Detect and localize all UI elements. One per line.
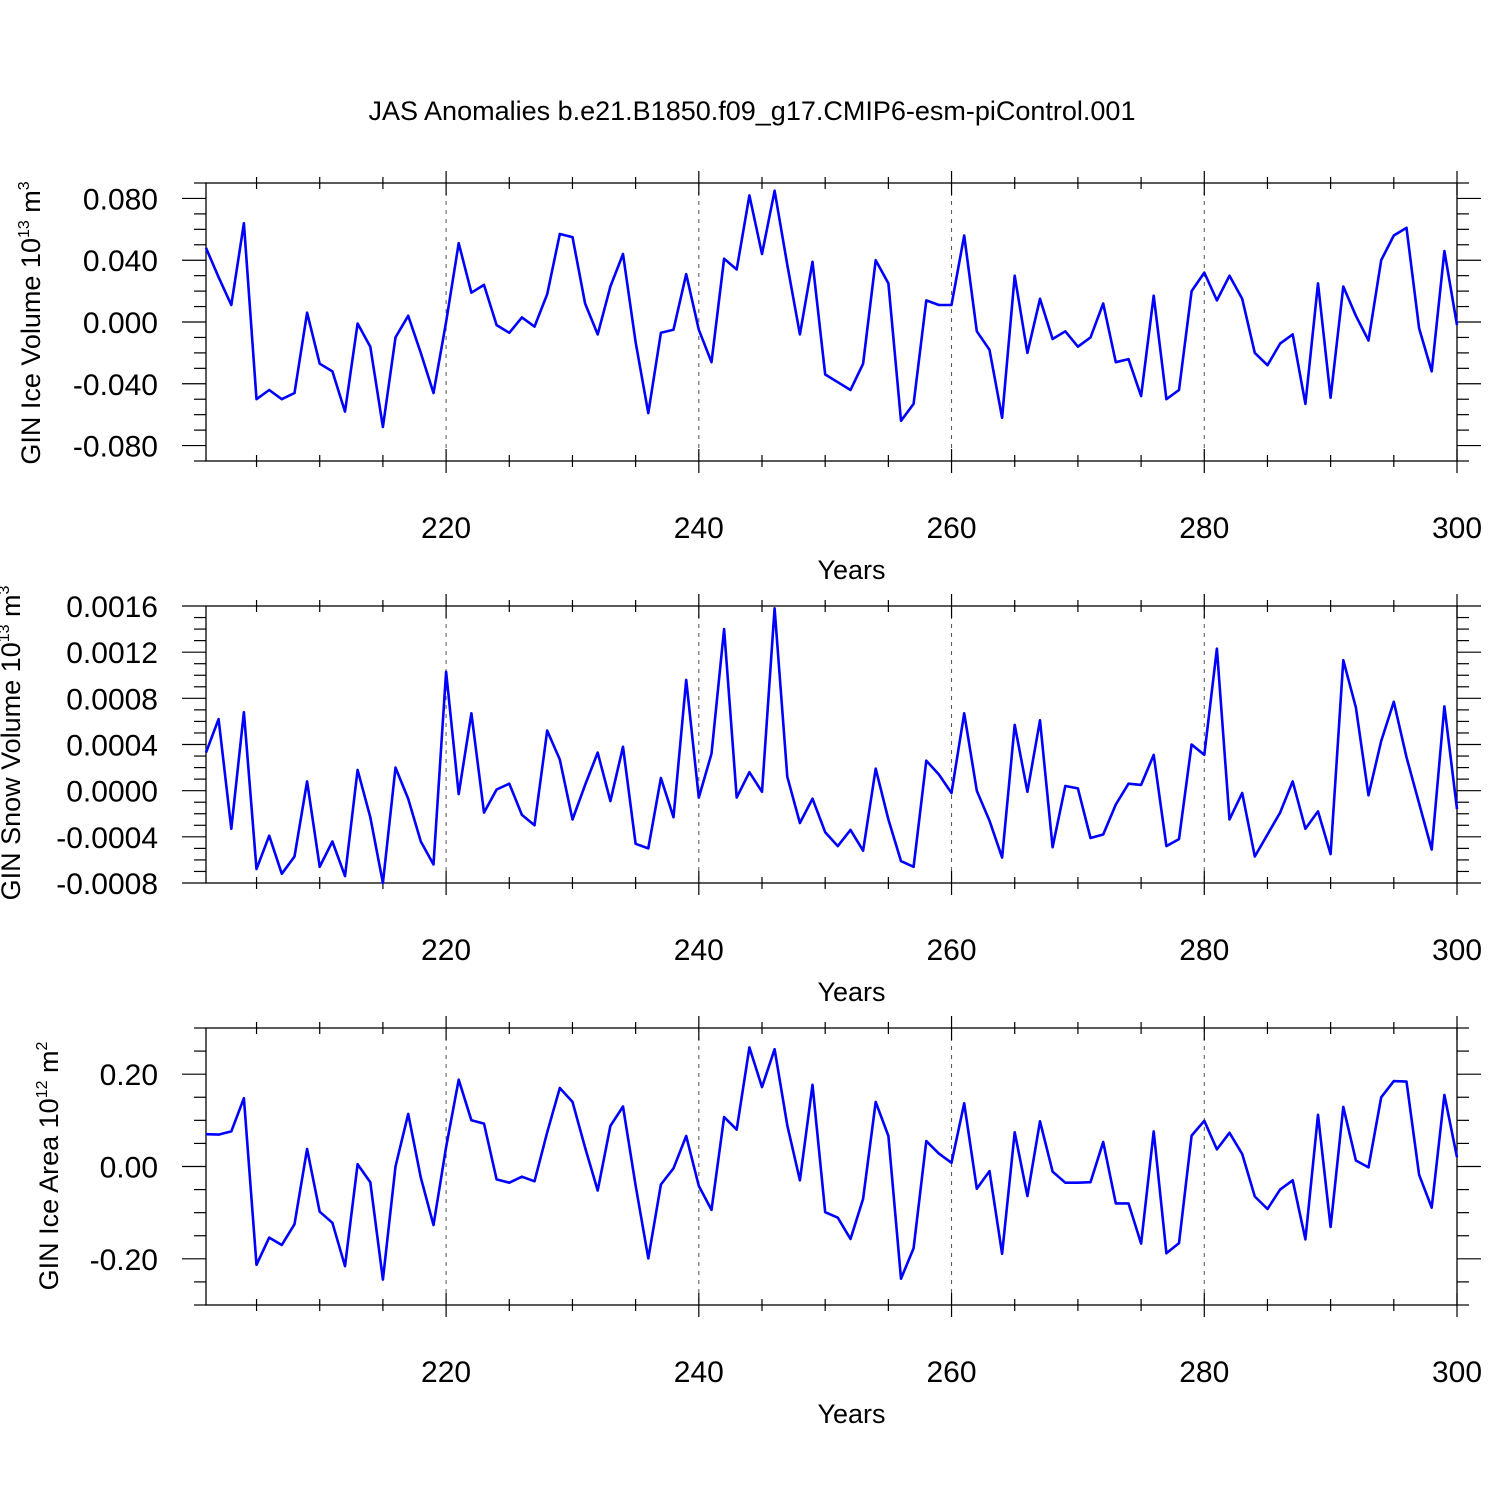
x-tick-label: 260 (927, 1356, 977, 1389)
plot-frame (205, 182, 1458, 462)
x-tick-label: 220 (421, 512, 471, 545)
series-line (204, 606, 1459, 885)
y-axis-title-unit-exponent: 3 (0, 585, 13, 594)
x-tick-label: 260 (927, 512, 977, 545)
y-tick-label: -0.040 (73, 369, 158, 402)
x-tick-label: 240 (674, 934, 724, 967)
y-tick-label: 0.080 (83, 183, 158, 216)
y-tick-label: 0.0016 (66, 591, 158, 624)
y-axis-title: GIN Ice Area 1012 m2 (34, 1042, 64, 1291)
x-axis-title: Years (817, 1399, 885, 1429)
y-axis-title-unit-exponent: 3 (16, 181, 33, 190)
y-tick-label: -0.20 (90, 1244, 158, 1277)
x-tick-label: 260 (927, 934, 977, 967)
y-axis-title-unit: m (0, 594, 26, 624)
y-tick-label: -0.080 (73, 431, 158, 464)
y-axis-title-unit-exponent: 2 (34, 1042, 51, 1051)
y-axis-title: GIN Ice Volume 1013 m3 (16, 181, 46, 464)
plot-frame (205, 605, 1458, 884)
y-tick-label: -0.0004 (56, 822, 158, 855)
y-axis-title-main: GIN Snow Volume 10 (0, 642, 26, 900)
y-axis-title-main: GIN Ice Area 10 (34, 1098, 64, 1290)
x-tick-label: 280 (1179, 512, 1229, 545)
y-tick-label: 0.00 (100, 1152, 158, 1185)
y-tick-label: 0.0012 (66, 637, 158, 670)
x-tick-label: 300 (1432, 512, 1482, 545)
x-tick-label: 280 (1179, 1356, 1229, 1389)
x-axis-title: Years (817, 555, 885, 585)
y-axis-title-main: GIN Ice Volume 10 (16, 238, 46, 465)
x-tick-label: 220 (421, 1356, 471, 1389)
chart-panels: -0.080 -0.040 0.000 0.040 0.080 220 240 260 280 3… (0, 171, 1482, 1429)
y-axis-title-exponent: 13 (0, 624, 13, 642)
y-tick-label: 0.0008 (66, 683, 158, 716)
y-axis-title-exponent: 12 (34, 1080, 51, 1098)
x-tick-label: 220 (421, 934, 471, 967)
series-line (204, 189, 1459, 429)
panel-3: -0.20 0.00 0.20 220 240 260 280 300 Years GIN Ice… (34, 1016, 1482, 1429)
y-tick-label: -0.0008 (56, 868, 158, 901)
y-tick-label: 0.000 (83, 307, 158, 340)
y-axis-title-exponent: 13 (16, 220, 33, 238)
series-line (205, 1046, 1459, 1281)
x-tick-label: 280 (1179, 934, 1229, 967)
x-tick-label: 240 (674, 512, 724, 545)
x-tick-label: 300 (1432, 934, 1482, 967)
x-axis-title: Years (817, 977, 885, 1007)
figure-title: JAS Anomalies b.e21.B1850.f09_g17.CMIP6-… (369, 96, 1136, 126)
y-tick-label: 0.20 (100, 1059, 158, 1092)
y-tick-label: 0.0004 (66, 730, 158, 763)
y-axis-title: GIN Snow Volume 1013 m3 (0, 585, 26, 900)
x-tick-label: 240 (674, 1356, 724, 1389)
plot-frame (205, 1027, 1458, 1306)
y-axis-title-unit: m (16, 190, 46, 220)
panel-2: -0.0008 -0.0004 0.0000 0.0004 0.0008 0.0012 0.… (0, 585, 1482, 1007)
y-axis-title-unit: m (34, 1051, 64, 1081)
y-tick-label: 0.040 (83, 245, 158, 278)
panel-1: -0.080 -0.040 0.000 0.040 0.080 220 240 260 280 3… (16, 171, 1482, 585)
x-tick-label: 300 (1432, 1356, 1482, 1389)
y-tick-label: 0.0000 (66, 776, 158, 809)
